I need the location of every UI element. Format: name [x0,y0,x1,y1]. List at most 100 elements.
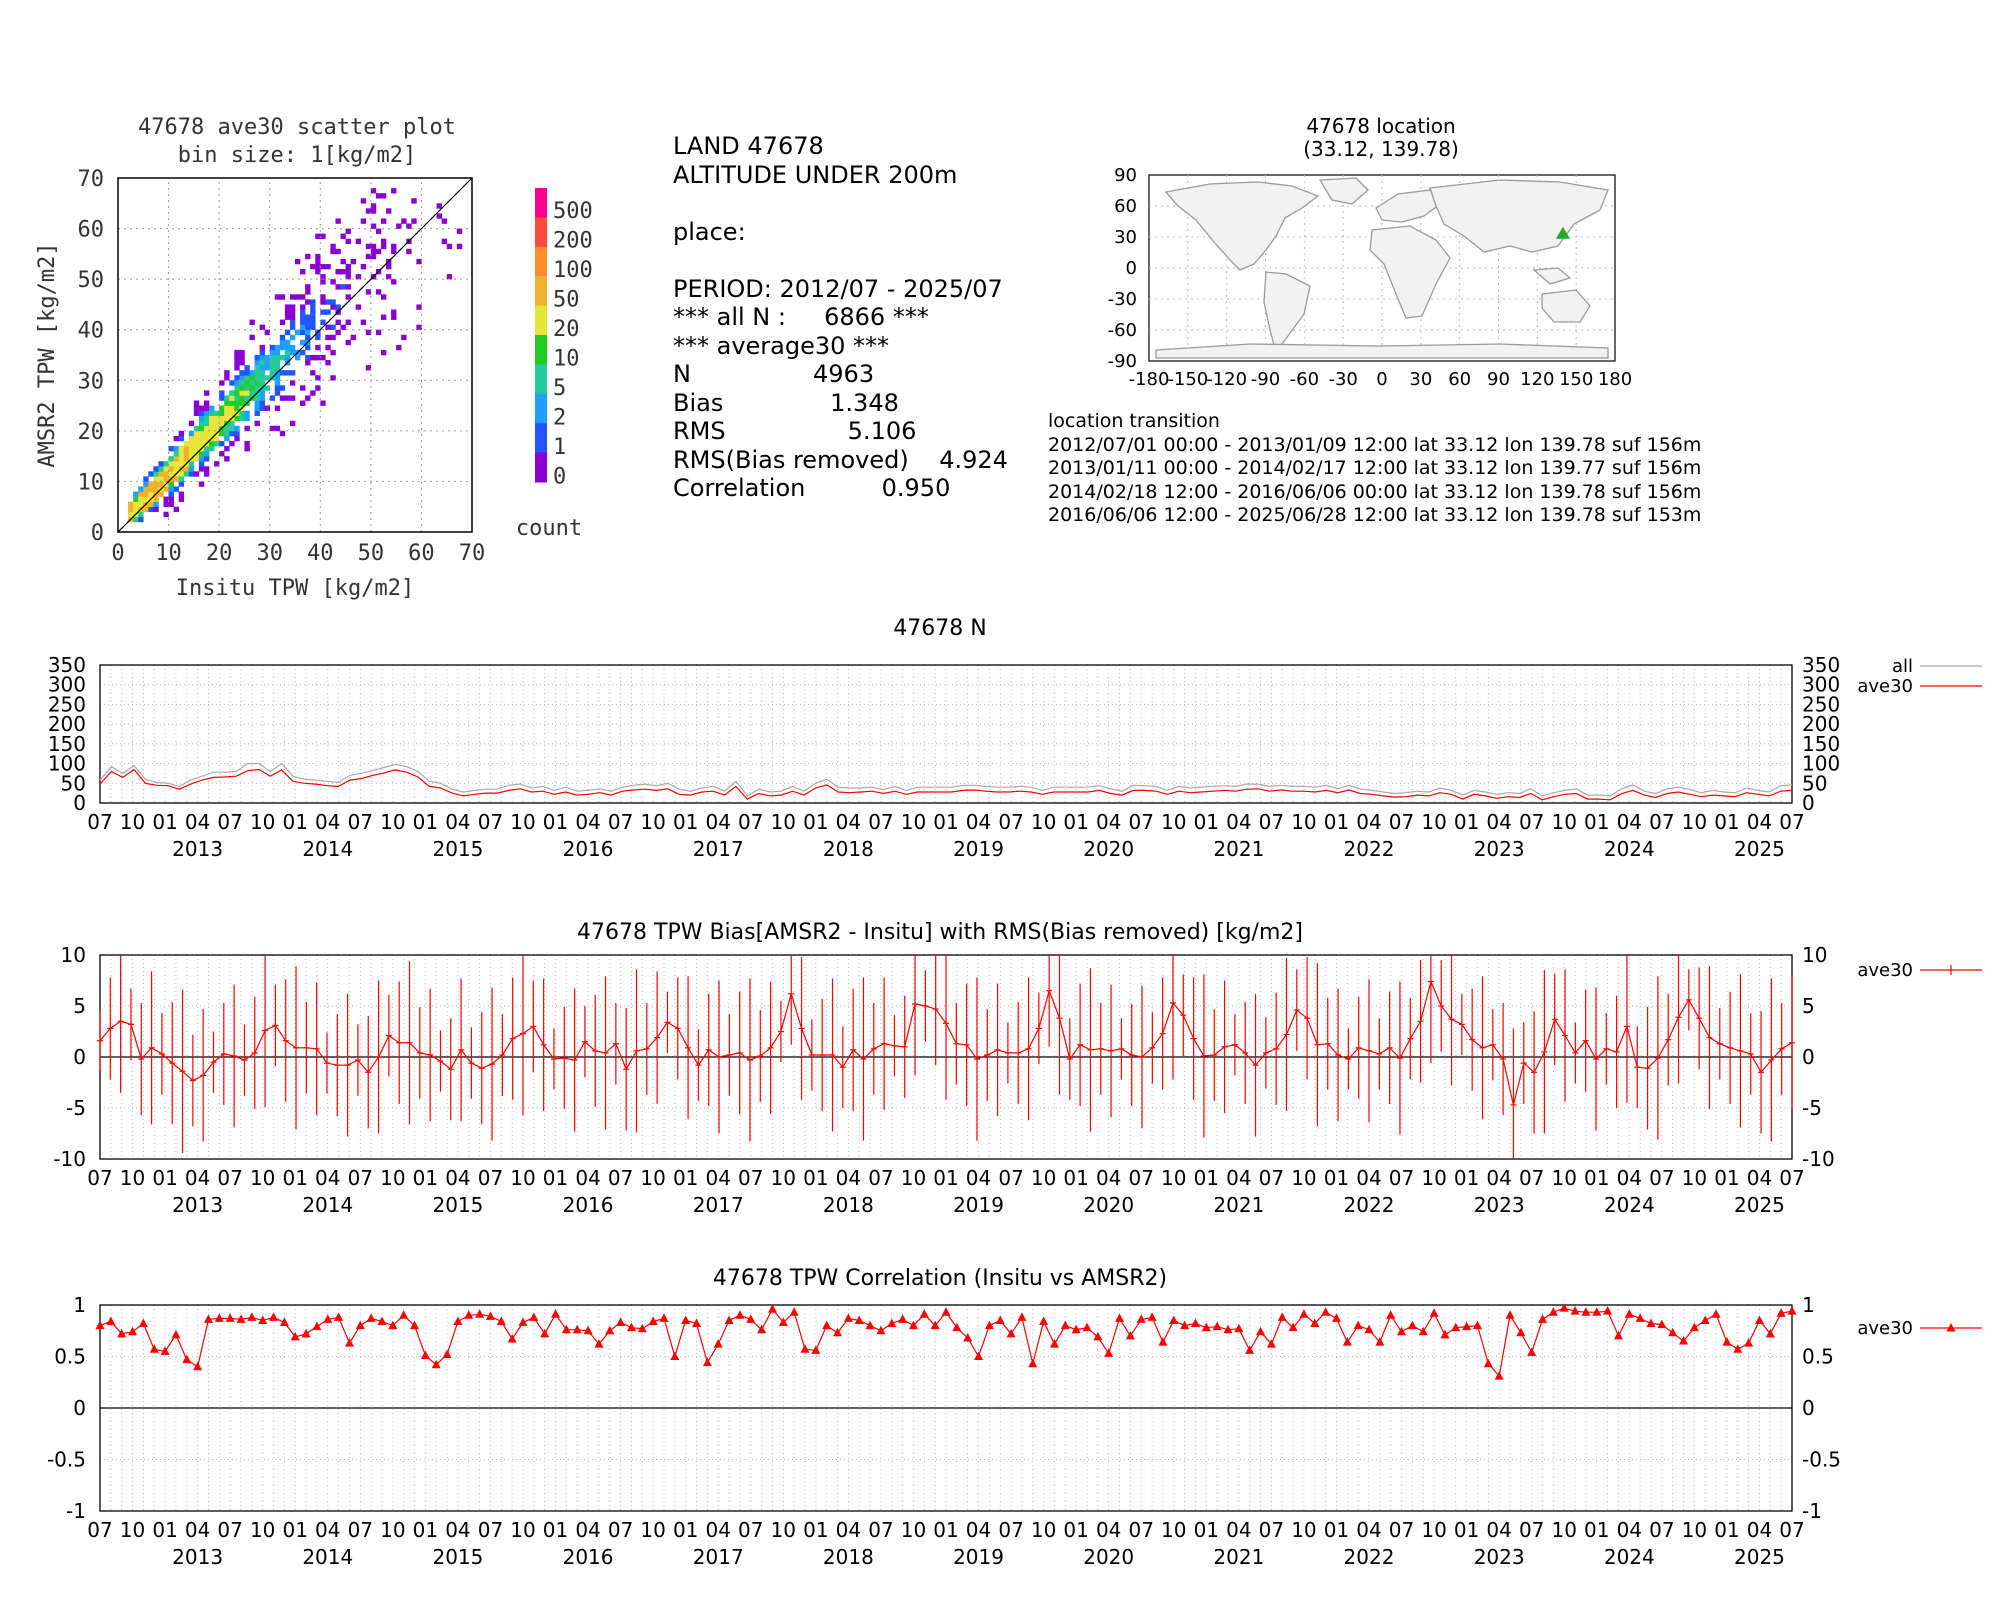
scatter-bin [391,309,397,315]
month-tick-label: 01 [152,1166,177,1190]
scatter-bin [203,435,210,442]
ytick-label-right: -0.5 [1802,1448,1841,1472]
scatter-bin [178,456,185,462]
scatter-bin [279,395,286,401]
scatter-bin [320,299,326,305]
scatter-bin [239,355,245,361]
month-tick-label: 10 [1682,1518,1707,1542]
scatter-bin [300,385,306,391]
scatter-bin [209,405,215,411]
data-point [692,1318,702,1328]
map-xtick-label: -90 [1251,369,1280,390]
scatter-bin [264,405,271,411]
year-label: 2024 [1604,1193,1655,1217]
month-tick-label: 10 [380,1518,405,1542]
data-point [854,1315,864,1324]
scatter-bin [158,461,164,467]
scatter-bin [295,329,301,336]
scatter-bin [345,238,351,245]
scatter-bin [330,299,336,305]
scatter-bin [406,223,412,229]
month-tick-label: 01 [543,1518,568,1542]
data-point [1039,1316,1049,1325]
year-label: 2016 [563,1545,614,1569]
scatter-bin [249,370,255,376]
scatter-bin [279,370,286,376]
scatter-bin [441,238,448,245]
scatter-bin [224,375,230,381]
data-point [1125,1330,1135,1340]
month-tick-label: 04 [1096,1518,1121,1542]
scatter-bin [350,334,356,341]
scatter-bin [300,269,306,275]
year-label: 2023 [1474,1193,1525,1217]
scatter-bin [214,461,220,467]
year-label: 2025 [1734,1193,1785,1217]
scatter-bin [411,198,417,204]
scatter-bin [305,355,311,361]
data-point [1397,1326,1407,1336]
scatter-bin [198,451,205,457]
scatter-bin [148,506,154,513]
scatter-bin [441,218,448,224]
data-point [1049,1339,1059,1348]
scatter-bin [183,456,190,462]
scatter-bin [239,410,245,416]
scatter-bin [305,329,311,336]
month-tick-label: 01 [803,1518,828,1542]
data-point [1212,1321,1222,1331]
month-tick-label: 10 [380,1166,405,1190]
year-label: 2025 [1734,837,1785,861]
scatter-bin [264,385,271,391]
data-point [702,1357,712,1367]
month-tick-label: 10 [1031,1166,1056,1190]
scatter-bin [219,395,225,401]
data-point [843,1313,853,1322]
ytick-label-right: 0 [1802,1396,1815,1420]
ytick-label-left: 0 [73,1396,86,1420]
scatter-bin [128,501,134,508]
colorbar-swatch [535,423,547,454]
scatter-bin [193,435,200,442]
scatter-bin [295,258,301,265]
colorbar-label: 5 [553,376,566,401]
map-ytick-label: 30 [1114,227,1137,248]
series-line-all [99,762,1793,797]
scatter-bin [193,440,200,447]
data-point [1071,1324,1081,1334]
scatter-ytick-label: 20 [78,420,105,445]
scatter-bin [315,269,321,275]
month-tick-label: 04 [1356,1518,1381,1542]
scatter-bin [224,430,230,437]
scatter-bin [209,410,215,416]
scatter-bin [259,400,265,406]
scatter-bin [370,243,377,250]
scatter-bin [244,395,250,401]
scatter-bin [335,218,341,224]
scatter-bin [279,339,286,346]
scatter-xtick-label: 70 [459,541,486,566]
scatter-bin [239,380,245,386]
map-xtick-label: -150 [1167,369,1208,390]
scatter-bin [355,304,362,310]
month-tick-label: 07 [1519,810,1544,834]
data-point [1115,1313,1125,1322]
scatter-bin [224,395,230,401]
scatter-bin [244,365,250,371]
data-point [1386,1310,1396,1319]
data-point [551,1309,561,1318]
scatter-bin [305,289,311,295]
scatter-bin [284,309,291,315]
scatter-bin [249,385,255,391]
scatter-bin [239,385,245,391]
scatter-bin [365,208,372,214]
data-point [822,1320,832,1330]
scatter-bin [315,344,321,351]
data-point [984,1320,994,1330]
month-tick-label: 07 [1129,1166,1154,1190]
scatter-bin [269,365,276,371]
month-tick-label: 07 [87,1518,112,1542]
scatter-bin [340,258,346,265]
scatter-bin [325,299,331,305]
month-tick-label: 10 [1161,810,1186,834]
